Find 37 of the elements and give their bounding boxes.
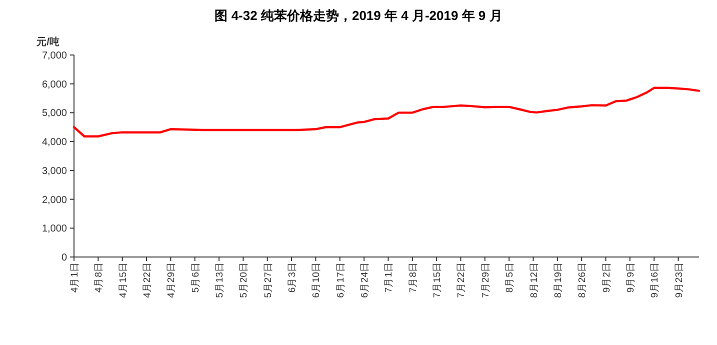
x-tick-label: 4月1日 <box>70 262 80 293</box>
x-tick-label: 7月29日 <box>480 262 492 298</box>
x-tick-label: 4月22日 <box>142 262 154 298</box>
x-tick-label: 4月29日 <box>166 262 178 298</box>
x-tick-label: 5月27日 <box>262 262 274 298</box>
y-tick-label: 1,000 <box>42 224 68 235</box>
x-tick-label: 6月24日 <box>360 262 371 298</box>
x-tick-label: 7月22日 <box>456 262 468 298</box>
x-tick-label: 5月20日 <box>238 262 250 298</box>
x-tick-label: 5月6日 <box>190 262 202 293</box>
x-tick-label: 9月2日 <box>601 262 612 293</box>
chart-title: 图 4-32 纯苯价格走势，2019 年 4 月-2019 年 9 月 <box>214 8 502 23</box>
x-tick-label: 8月5日 <box>504 262 516 293</box>
y-axis-title: 元/吨 <box>36 36 60 48</box>
x-tick-label: 7月1日 <box>384 262 395 293</box>
x-tick-label: 6月10日 <box>311 262 322 298</box>
x-tick-label: 5月13日 <box>214 262 226 298</box>
y-tick-label: 7,000 <box>42 50 68 62</box>
x-tick-label: 7月15日 <box>432 262 444 298</box>
x-tick-label: 8月12日 <box>528 262 540 298</box>
x-tick-label: 8月26日 <box>577 262 588 298</box>
x-tick-label: 4月15日 <box>118 262 129 298</box>
x-tick-label: 6月3日 <box>287 262 298 293</box>
line-series <box>72 86 700 138</box>
x-tick-label: 4月8日 <box>94 262 105 293</box>
x-tick-label: 6月17日 <box>335 262 346 298</box>
x-tick-label: 9月16日 <box>650 262 661 298</box>
y-tick-label: 4,000 <box>42 137 68 148</box>
y-tick-label: 3,000 <box>42 166 68 177</box>
x-tick-label: 9月9日 <box>625 262 636 293</box>
y-tick-label: 5,000 <box>42 108 68 120</box>
y-tick-label: 0 <box>61 252 68 264</box>
y-tick-label: 6,000 <box>42 79 68 90</box>
x-tick-label: 9月23日 <box>674 262 685 298</box>
y-tick-label: 2,000 <box>42 194 68 206</box>
x-tick-label: 8月19日 <box>552 262 564 298</box>
x-tick-label: 7月8日 <box>408 262 419 293</box>
